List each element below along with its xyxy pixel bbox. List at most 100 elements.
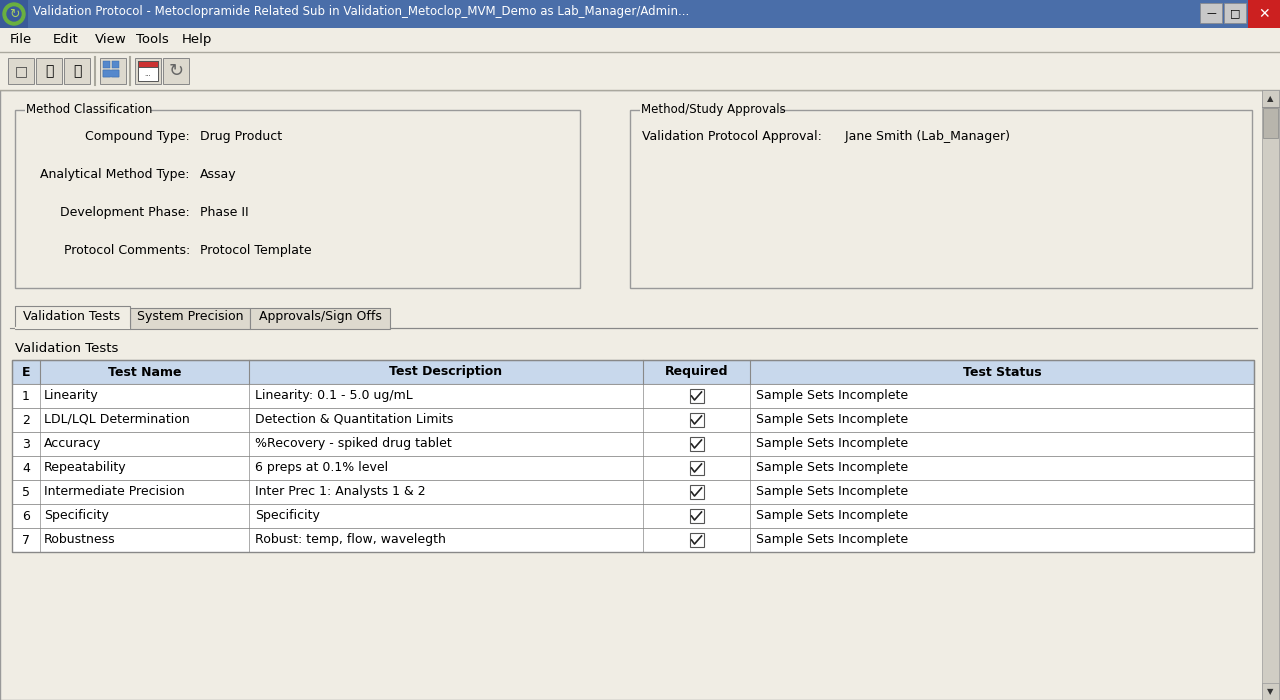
Text: System Precision: System Precision	[137, 310, 243, 323]
Bar	[12, 384, 1254, 408]
Text: 6: 6	[22, 510, 29, 522]
Text: Method Classification: Method Classification	[26, 103, 152, 116]
Bar	[0, 90, 1280, 700]
Bar	[12, 504, 1254, 528]
Bar	[0, 28, 1280, 52]
Text: Validation Protocol Approval:: Validation Protocol Approval:	[643, 130, 822, 143]
Bar	[630, 110, 1252, 288]
Text: ↻: ↻	[169, 62, 183, 80]
Text: □: □	[1230, 8, 1240, 18]
Text: Intermediate Precision: Intermediate Precision	[44, 485, 184, 498]
Text: Protocol Template: Protocol Template	[200, 244, 311, 257]
Text: Protocol Comments:: Protocol Comments:	[64, 244, 189, 257]
Bar	[250, 308, 390, 329]
Bar	[15, 306, 131, 329]
Text: File: File	[10, 33, 32, 46]
Bar	[138, 61, 157, 67]
Text: Required: Required	[664, 365, 728, 379]
Text: LDL/LQL Determination: LDL/LQL Determination	[44, 413, 189, 426]
Text: Detection & Quantitation Limits: Detection & Quantitation Limits	[255, 413, 453, 426]
Bar	[1263, 108, 1277, 138]
Bar	[1201, 3, 1222, 23]
Bar	[0, 52, 1280, 90]
Bar	[36, 58, 61, 84]
Text: Robust: temp, flow, wavelegth: Robust: temp, flow, wavelegth	[255, 533, 445, 546]
Bar	[131, 308, 250, 329]
Text: 5: 5	[22, 486, 29, 498]
Bar	[113, 61, 119, 68]
Text: ↻: ↻	[9, 8, 19, 20]
Text: Specificity: Specificity	[44, 509, 109, 522]
Text: Validation Tests: Validation Tests	[23, 310, 120, 323]
Text: View: View	[95, 33, 127, 46]
Bar	[12, 480, 1254, 504]
Text: ▼: ▼	[1267, 687, 1274, 696]
Text: Sample Sets Incomplete: Sample Sets Incomplete	[756, 437, 908, 450]
Bar	[113, 70, 119, 77]
Text: ...: ...	[145, 71, 151, 77]
Bar	[1262, 90, 1279, 700]
Text: Jane Smith (Lab_Manager): Jane Smith (Lab_Manager)	[837, 130, 1010, 143]
Text: Specificity: Specificity	[255, 509, 320, 522]
Text: 💾: 💾	[73, 64, 81, 78]
Text: Method/Study Approvals: Method/Study Approvals	[641, 103, 786, 116]
Bar	[12, 408, 1254, 432]
Text: 📂: 📂	[45, 64, 54, 78]
Bar	[12, 360, 1254, 384]
Bar	[690, 437, 704, 451]
Bar	[102, 61, 110, 68]
Text: Linearity: Linearity	[44, 389, 99, 402]
Text: Accuracy: Accuracy	[44, 437, 101, 450]
Text: Help: Help	[182, 33, 212, 46]
Text: Test Name: Test Name	[108, 365, 182, 379]
Text: E: E	[22, 365, 31, 379]
Circle shape	[6, 7, 20, 21]
Text: Development Phase:: Development Phase:	[60, 206, 189, 219]
Bar	[102, 70, 119, 77]
Bar	[12, 432, 1254, 456]
Text: Validation Tests: Validation Tests	[15, 342, 118, 355]
Text: □: □	[14, 64, 28, 78]
Text: 6 preps at 0.1% level: 6 preps at 0.1% level	[255, 461, 388, 474]
Bar	[690, 485, 704, 499]
Text: Compound Type:: Compound Type:	[86, 130, 189, 143]
Text: Test Status: Test Status	[963, 365, 1042, 379]
Text: 2: 2	[22, 414, 29, 426]
Bar	[26, 103, 151, 117]
Bar	[1262, 90, 1279, 107]
Text: Tools: Tools	[136, 33, 169, 46]
Text: Test Description: Test Description	[389, 365, 503, 379]
Text: Drug Product: Drug Product	[200, 130, 282, 143]
Bar	[690, 533, 704, 547]
Bar	[1248, 0, 1280, 28]
Text: Inter Prec 1: Analysts 1 & 2: Inter Prec 1: Analysts 1 & 2	[255, 485, 426, 498]
Bar	[64, 58, 90, 84]
Bar	[1262, 683, 1279, 700]
Text: Approvals/Sign Offs: Approvals/Sign Offs	[259, 310, 381, 323]
Text: 1: 1	[22, 389, 29, 402]
Bar	[12, 456, 1254, 480]
Bar	[163, 58, 189, 84]
Bar	[138, 61, 157, 81]
Bar	[15, 110, 580, 288]
Bar	[12, 360, 1254, 552]
Text: 3: 3	[22, 438, 29, 451]
Text: —: —	[1206, 8, 1216, 18]
Text: 4: 4	[22, 461, 29, 475]
Text: Edit: Edit	[52, 33, 79, 46]
Text: Sample Sets Incomplete: Sample Sets Incomplete	[756, 389, 908, 402]
Text: Sample Sets Incomplete: Sample Sets Incomplete	[756, 509, 908, 522]
Bar	[1224, 3, 1245, 23]
Text: Sample Sets Incomplete: Sample Sets Incomplete	[756, 485, 908, 498]
Text: Repeatability: Repeatability	[44, 461, 127, 474]
Text: Phase II: Phase II	[200, 206, 248, 219]
Bar	[134, 58, 161, 84]
Text: Sample Sets Incomplete: Sample Sets Incomplete	[756, 461, 908, 474]
Circle shape	[3, 3, 26, 25]
Text: Sample Sets Incomplete: Sample Sets Incomplete	[756, 533, 908, 546]
Bar	[8, 58, 35, 84]
Text: ✕: ✕	[1258, 7, 1270, 21]
Bar	[0, 0, 28, 28]
Text: Validation Protocol - Metoclopramide Related Sub in Validation_Metoclop_MVM_Demo: Validation Protocol - Metoclopramide Rel…	[33, 5, 689, 18]
Text: Sample Sets Incomplete: Sample Sets Incomplete	[756, 413, 908, 426]
